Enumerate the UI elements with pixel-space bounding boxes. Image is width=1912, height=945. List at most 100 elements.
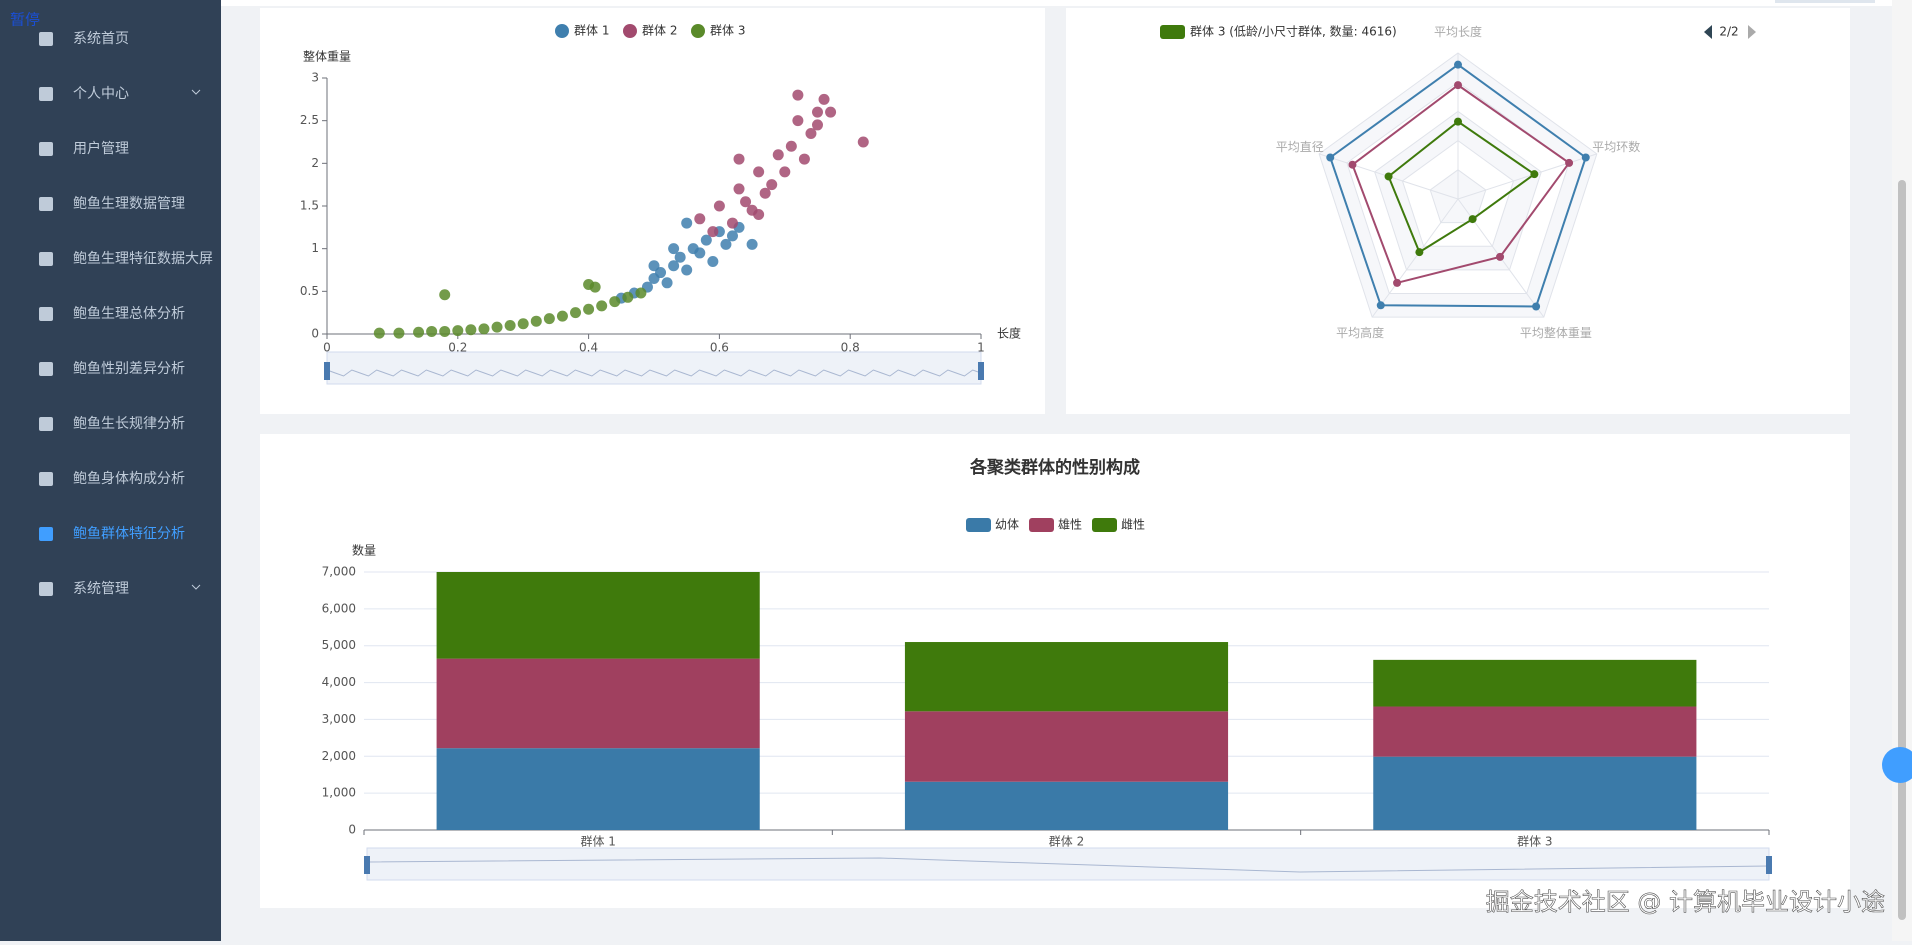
point — [452, 325, 464, 337]
data-zoom-handle[interactable] — [324, 362, 330, 380]
menu-item[interactable]: 鲍鱼身体构成分析 — [73, 470, 185, 487]
y-tick-label: 1 — [311, 241, 319, 255]
pager-next[interactable] — [1748, 25, 1756, 39]
point — [733, 153, 745, 165]
menu-icon — [39, 362, 53, 376]
point — [766, 179, 778, 191]
top-bar — [0, 0, 1912, 6]
point — [596, 300, 608, 312]
pager-label: 2/2 — [1719, 25, 1738, 39]
point — [707, 226, 719, 238]
legend-marker — [1029, 518, 1054, 532]
menu-item[interactable]: 鲍鱼生理数据管理 — [73, 195, 185, 212]
radar-point — [1565, 158, 1574, 167]
menu-icon — [39, 417, 53, 431]
point — [825, 106, 837, 118]
point — [413, 326, 425, 338]
x-tick-label: 1 — [977, 341, 985, 355]
panel — [260, 8, 1045, 414]
y-axis-name: 整体重量 — [303, 49, 351, 64]
point — [393, 327, 405, 339]
overlay-text: 暂停 — [10, 11, 40, 29]
bar-segment — [436, 658, 760, 749]
legend-marker — [623, 24, 637, 38]
bar-segment — [904, 642, 1229, 712]
y-tick-label: 7,000 — [322, 565, 356, 579]
menu-item[interactable]: 鲍鱼生理总体分析 — [73, 305, 185, 322]
radar-indicator: 平均长度 — [1434, 24, 1482, 39]
menu-item[interactable]: 鲍鱼性别差异分析 — [73, 360, 185, 377]
radar-indicator: 平均高度 — [1336, 325, 1384, 340]
radar-point — [1454, 81, 1462, 90]
menu-item[interactable]: 用户管理 — [73, 140, 129, 157]
top-button[interactable] — [1775, 0, 1875, 3]
bar-segment — [904, 711, 1229, 782]
data-zoom-handle[interactable] — [1766, 856, 1772, 874]
point — [694, 247, 706, 259]
menu-item[interactable]: 个人中心 — [73, 86, 129, 102]
x-axis-name: 长度 — [997, 326, 1021, 341]
legend-label[interactable]: 群体 3 (低龄/小尺寸群体, 数量: 4616) — [1190, 24, 1397, 39]
radar-indicator: 平均环数 — [1592, 139, 1640, 154]
point — [583, 303, 595, 315]
bar-segment — [1373, 706, 1697, 757]
legend-marker — [966, 518, 991, 532]
menu-item[interactable]: 鲍鱼生理特征数据大屏 — [73, 250, 213, 267]
legend-marker — [1160, 25, 1185, 39]
menu-item[interactable]: 鲍鱼生长规律分析 — [73, 415, 185, 432]
menu-icon — [39, 32, 53, 46]
y-tick-label: 3 — [311, 71, 319, 85]
bar-segment — [1373, 756, 1697, 830]
point — [609, 296, 621, 308]
point — [720, 238, 732, 250]
point — [812, 106, 823, 118]
legend-label[interactable]: 群体 3 — [710, 24, 745, 38]
menu-item[interactable]: 系统首页 — [73, 31, 129, 47]
menu-item[interactable]: 系统管理 — [73, 581, 129, 597]
point — [589, 281, 601, 293]
data-zoom-preview — [326, 369, 982, 378]
y-tick-label: 3,000 — [322, 712, 356, 726]
point — [753, 166, 765, 178]
point — [733, 183, 745, 195]
radar-point — [1454, 60, 1462, 69]
legend-label[interactable]: 群体 1 — [574, 24, 609, 38]
radar-spoke — [1371, 198, 1459, 318]
data-zoom-handle[interactable] — [364, 856, 370, 874]
legend-marker — [1092, 518, 1117, 532]
y-tick-label: 2.5 — [300, 113, 319, 127]
legend-marker — [555, 24, 569, 38]
x-tick-label: 0.8 — [841, 341, 860, 355]
pager-prev[interactable] — [1704, 25, 1712, 39]
x-tick-label: 群体 1 — [580, 835, 615, 849]
legend-label[interactable]: 群体 2 — [642, 24, 677, 38]
y-tick-label: 1.5 — [300, 199, 319, 213]
point — [543, 313, 555, 325]
radar-point — [1384, 172, 1393, 181]
radar-point — [1581, 153, 1590, 162]
point — [655, 267, 667, 279]
menu-icon — [39, 197, 53, 211]
point — [694, 213, 706, 225]
point — [517, 318, 529, 330]
scroll-thumb[interactable] — [1898, 180, 1906, 920]
y-tick-label: 4,000 — [322, 675, 356, 689]
legend-label[interactable]: 雄性 — [1058, 517, 1082, 532]
point — [792, 115, 804, 127]
bar-segment — [436, 572, 760, 659]
menu-icon — [39, 472, 53, 486]
float-button[interactable] — [1882, 747, 1912, 783]
radar-point — [1376, 301, 1385, 310]
legend-label[interactable]: 雌性 — [1121, 517, 1145, 532]
point — [798, 153, 810, 165]
y-tick-label: 0 — [311, 327, 319, 341]
data-zoom-handle[interactable] — [978, 362, 984, 380]
menu-item[interactable]: 鲍鱼群体特征分析 — [73, 525, 185, 542]
x-tick-label: 0.2 — [448, 341, 467, 355]
y-tick-label: 1,000 — [322, 786, 356, 800]
radar-point — [1326, 153, 1335, 162]
y-tick-label: 5,000 — [322, 638, 356, 652]
menu-icon — [39, 252, 53, 266]
point — [753, 209, 765, 221]
legend-label[interactable]: 幼体 — [995, 518, 1019, 532]
